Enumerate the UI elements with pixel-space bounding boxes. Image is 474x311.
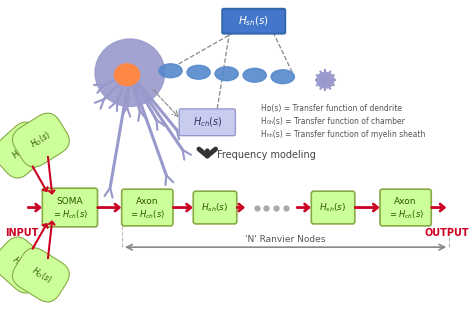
Text: OUTPUT: OUTPUT: [425, 228, 470, 238]
FancyBboxPatch shape: [42, 188, 98, 227]
Text: Axon: Axon: [136, 197, 159, 206]
FancyBboxPatch shape: [193, 191, 237, 224]
Text: $H_D(s)$: $H_D(s)$: [28, 264, 53, 286]
Ellipse shape: [114, 64, 139, 86]
Text: Hᴅ(s) = Transfer function of dendrite: Hᴅ(s) = Transfer function of dendrite: [261, 104, 401, 113]
Text: $H_D(s)$: $H_D(s)$: [9, 253, 34, 277]
Text: $H_D(s)$: $H_D(s)$: [9, 138, 34, 162]
Ellipse shape: [271, 70, 294, 84]
Ellipse shape: [243, 68, 266, 82]
FancyBboxPatch shape: [311, 191, 355, 224]
Text: H₀ₕ(s) = Transfer function of chamber: H₀ₕ(s) = Transfer function of chamber: [261, 117, 404, 126]
FancyBboxPatch shape: [222, 9, 285, 34]
Text: $= H_{ch}(s)$: $= H_{ch}(s)$: [388, 208, 424, 221]
FancyBboxPatch shape: [179, 109, 236, 136]
Ellipse shape: [215, 67, 238, 81]
Ellipse shape: [317, 72, 334, 88]
Text: SOMA: SOMA: [56, 197, 83, 206]
Ellipse shape: [187, 65, 210, 79]
Text: 'N' Ranvier Nodes: 'N' Ranvier Nodes: [246, 235, 326, 244]
Text: INPUT: INPUT: [5, 228, 38, 238]
Text: $= H_{ch}(s)$: $= H_{ch}(s)$: [52, 208, 88, 221]
Text: $H_{sh}(s)$: $H_{sh}(s)$: [238, 14, 269, 28]
Ellipse shape: [159, 64, 182, 78]
Ellipse shape: [95, 39, 165, 106]
FancyBboxPatch shape: [380, 189, 431, 226]
Text: $H_D(s)$: $H_D(s)$: [28, 129, 53, 151]
Text: Frequency modeling: Frequency modeling: [217, 150, 316, 160]
Text: $H_{sh}(s)$: $H_{sh}(s)$: [201, 201, 228, 214]
Text: $H_{ch}(s)$: $H_{ch}(s)$: [192, 115, 222, 129]
Text: $H_{sh}(s)$: $H_{sh}(s)$: [319, 201, 346, 214]
FancyBboxPatch shape: [122, 189, 173, 226]
Text: Hₕₕ(s) = Transfer function of myelin sheath: Hₕₕ(s) = Transfer function of myelin she…: [261, 130, 425, 139]
Text: Axon: Axon: [394, 197, 417, 206]
Text: $= H_{ch}(s)$: $= H_{ch}(s)$: [129, 208, 165, 221]
